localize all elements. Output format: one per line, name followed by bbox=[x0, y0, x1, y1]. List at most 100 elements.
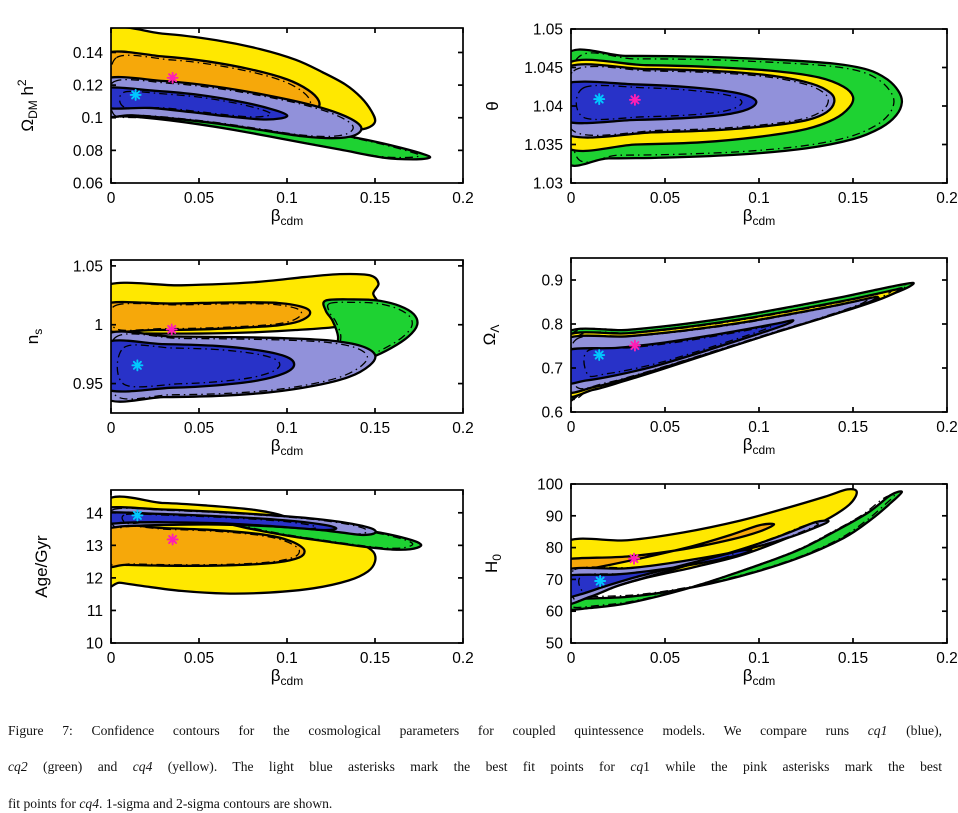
contour-cq1-inner-line bbox=[118, 90, 272, 118]
y-tick-label: 1.04 bbox=[533, 99, 564, 116]
y-axis-label: ns bbox=[23, 329, 45, 344]
x-axis-label: βcdm bbox=[743, 206, 775, 228]
contour-cq1-inner-line bbox=[575, 84, 743, 121]
x-tick-label: 0.15 bbox=[838, 419, 868, 436]
x-tick-label: 0.15 bbox=[838, 190, 868, 207]
x-tick-label: 0.1 bbox=[748, 419, 770, 436]
axes-box bbox=[110, 27, 464, 184]
contour-cq1-inner-line bbox=[111, 507, 368, 535]
contour-cq4-1sigma bbox=[111, 300, 312, 334]
y-tick-label: 0.14 bbox=[73, 45, 104, 62]
y-tick-label: 0.1 bbox=[81, 110, 103, 127]
y-tick-label: 1.03 bbox=[533, 176, 563, 193]
y-axis-label: ΩDM h2 bbox=[15, 79, 40, 132]
best-fit-cq4-asterisk bbox=[166, 533, 179, 546]
y-tick-label: 1.045 bbox=[524, 60, 563, 77]
contour-layers bbox=[111, 495, 423, 595]
y-tick-label: 100 bbox=[537, 477, 563, 494]
best-fit-cq1-asterisk bbox=[131, 509, 144, 522]
y-tick-label: 80 bbox=[546, 540, 564, 557]
x-axis-label: βcdm bbox=[743, 666, 775, 688]
axes-box bbox=[570, 257, 948, 413]
contour-cq1-inner-line bbox=[571, 298, 869, 390]
tick-labels: 0 0.05 0.1 0.15 0.2 0.06 0.08 0.1 0.12 0.14 bbox=[73, 45, 474, 207]
best-fit-cq4-asterisk bbox=[628, 93, 641, 106]
y-tick-label: 0.08 bbox=[73, 143, 103, 160]
x-axis-label: βcdm bbox=[271, 436, 303, 458]
contour-cq2-2sigma bbox=[571, 490, 904, 612]
contour-cq1-inner-line bbox=[116, 344, 281, 388]
figure-7-confidence-contours: 0 0.05 0.1 0.15 0.2 0.06 0.08 0.1 0.12 0.14 βcdm ΩD… bbox=[8, 21, 958, 811]
y-tick-label: 11 bbox=[87, 603, 103, 620]
x-tick-label: 0.2 bbox=[936, 419, 958, 436]
tick-labels: 0 0.05 0.1 0.15 0.2 50 60 70 80 90 100 bbox=[537, 477, 958, 668]
subplot-theta: 0 0.05 0.1 0.15 0.2 1.03 1.035 1.04 1.045 1.05 βcd… bbox=[483, 22, 958, 229]
y-tick-label: 12 bbox=[86, 570, 103, 587]
x-tick-label: 0 bbox=[107, 420, 116, 437]
best-fit-cq4-asterisk bbox=[166, 71, 179, 84]
y-tick-label: 0.95 bbox=[73, 376, 103, 393]
contour-cq1-inner-line bbox=[583, 324, 773, 378]
x-tick-label: 0.05 bbox=[184, 190, 214, 207]
contour-layers bbox=[571, 281, 915, 403]
contour-grid: 0 0.05 0.1 0.15 0.2 0.06 0.08 0.1 0.12 0.14 βcdm ΩD… bbox=[15, 22, 958, 689]
x-tick-label: 0.15 bbox=[838, 650, 868, 667]
y-tick-label: 50 bbox=[546, 636, 564, 653]
contour-cq1-inner-line bbox=[571, 522, 820, 602]
subplot-h0: 0 0.05 0.1 0.15 0.2 50 60 70 80 90 100 βcdm H0 bbox=[482, 477, 958, 689]
x-tick-label: 0.2 bbox=[936, 650, 958, 667]
x-tick-label: 0.2 bbox=[936, 190, 958, 207]
contour-cq2-inner-line bbox=[111, 108, 421, 159]
y-axis-label: Age/Gyr bbox=[32, 535, 51, 598]
y-tick-label: 1.05 bbox=[73, 258, 103, 275]
best-fit-cq1-asterisk bbox=[129, 88, 142, 101]
tick-labels: 0 0.05 0.1 0.15 0.2 0.95 1 1.05 bbox=[73, 258, 474, 437]
x-tick-label: 0.2 bbox=[452, 650, 474, 667]
y-tick-label: 0.8 bbox=[541, 317, 563, 334]
caption-line: fit points for cq4. 1-sigma and 2-sigma … bbox=[8, 795, 333, 811]
contour-cq1-inner-line bbox=[571, 65, 829, 136]
x-axis-label: βcdm bbox=[271, 206, 303, 228]
axes-box bbox=[110, 259, 464, 414]
contour-cq2-inner-line bbox=[233, 520, 414, 549]
caption-line: Figure 7: Confidence contours for the co… bbox=[8, 723, 942, 738]
contour-layers bbox=[111, 28, 432, 161]
x-tick-label: 0.1 bbox=[748, 190, 770, 207]
x-tick-label: 0 bbox=[567, 650, 576, 667]
tick-labels: 0 0.05 0.1 0.15 0.2 1.03 1.035 1.04 1.045 1.05 bbox=[524, 22, 958, 208]
y-tick-label: 60 bbox=[546, 604, 564, 621]
best-fit-cq1-asterisk bbox=[593, 93, 606, 106]
best-fit-cq1-asterisk bbox=[131, 359, 144, 372]
x-tick-label: 0.05 bbox=[650, 419, 680, 436]
x-tick-label: 0.15 bbox=[360, 420, 390, 437]
best-fit-cq4-asterisk bbox=[628, 339, 641, 352]
y-tick-label: 1.035 bbox=[524, 137, 563, 154]
x-tick-label: 0.1 bbox=[276, 650, 298, 667]
subplot-age-gyr: 0 0.05 0.1 0.15 0.2 10 11 12 13 14 βcdm Age/Gyr bbox=[32, 489, 474, 688]
y-tick-label: 70 bbox=[546, 572, 564, 589]
x-tick-label: 0.2 bbox=[452, 190, 474, 207]
y-tick-label: 0.9 bbox=[541, 273, 563, 290]
axes-box bbox=[570, 483, 948, 644]
y-axis-label: θ bbox=[483, 101, 502, 110]
contour-cq1-inner-line bbox=[121, 513, 318, 530]
y-tick-label: 90 bbox=[546, 508, 564, 525]
contour-cq2-inner-line bbox=[571, 494, 895, 609]
tick-labels: 0 0.05 0.1 0.15 0.2 10 11 12 13 14 bbox=[86, 505, 474, 667]
y-tick-label: 0.7 bbox=[541, 361, 563, 378]
contour-cq4-inner-line bbox=[111, 302, 303, 332]
contour-cq2-inner-line bbox=[326, 301, 413, 362]
axes-box bbox=[570, 28, 948, 184]
contour-layers bbox=[571, 487, 904, 612]
axes-box bbox=[110, 489, 464, 644]
x-tick-label: 0.05 bbox=[184, 420, 214, 437]
x-tick-label: 0 bbox=[107, 650, 116, 667]
x-tick-label: 0 bbox=[567, 419, 576, 436]
y-tick-label: 1 bbox=[94, 317, 103, 334]
contour-layers bbox=[571, 48, 904, 167]
y-tick-label: 0.6 bbox=[541, 405, 563, 422]
x-tick-label: 0.2 bbox=[452, 420, 474, 437]
x-tick-label: 0.05 bbox=[650, 190, 680, 207]
caption-line: cq2 (green) and cq4 (yellow). The light … bbox=[8, 759, 943, 775]
x-tick-label: 0.1 bbox=[276, 190, 298, 207]
